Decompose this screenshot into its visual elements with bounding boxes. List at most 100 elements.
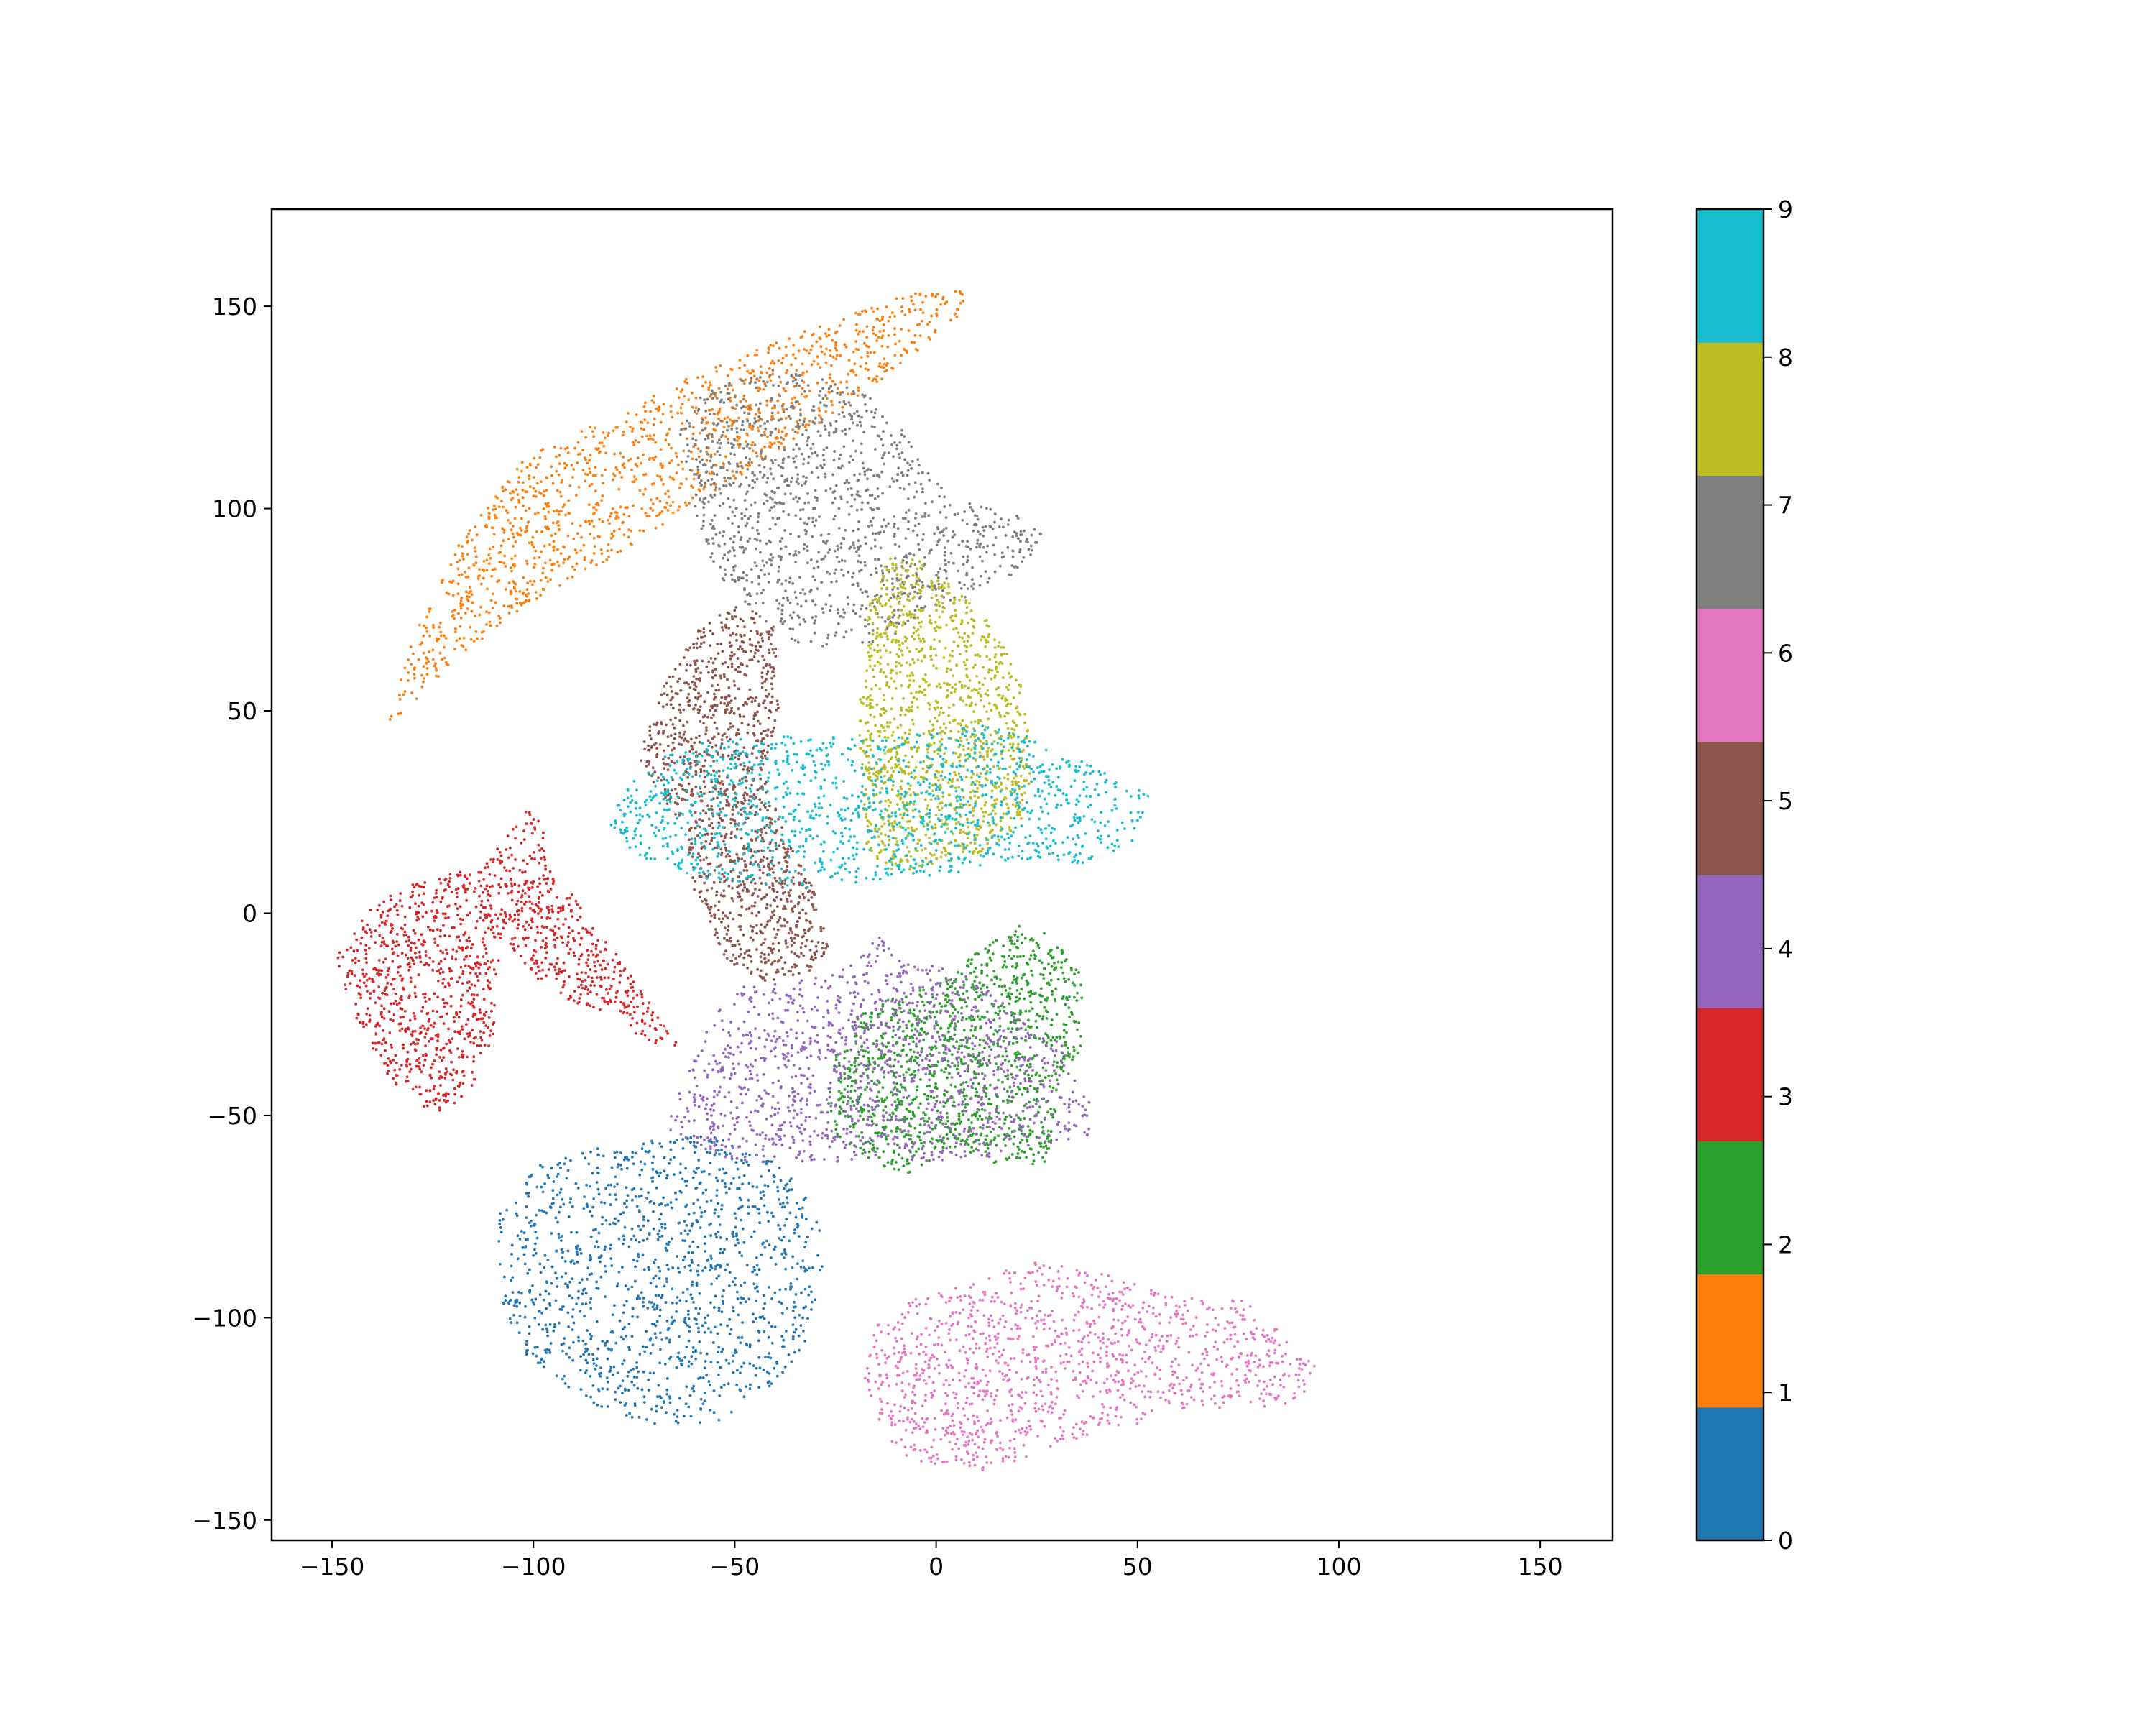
data-point: [720, 1204, 724, 1207]
data-point: [427, 1019, 430, 1023]
data-point: [623, 466, 626, 469]
data-point: [608, 987, 612, 990]
data-point: [442, 1046, 445, 1050]
data-point: [908, 308, 911, 311]
data-point: [444, 637, 448, 640]
data-point: [1013, 1059, 1017, 1062]
data-point: [1032, 1153, 1036, 1156]
data-point: [606, 549, 609, 553]
data-point: [697, 1159, 701, 1162]
data-point: [707, 1139, 711, 1143]
data-point: [690, 484, 693, 487]
data-point: [532, 1301, 535, 1304]
data-point: [709, 1151, 711, 1155]
data-point: [644, 410, 647, 413]
data-point: [717, 1230, 720, 1233]
data-point: [569, 1159, 572, 1162]
data-point: [675, 1310, 678, 1313]
data-point: [908, 1124, 911, 1128]
data-point: [1010, 942, 1013, 945]
data-point: [1008, 939, 1012, 942]
data-point: [695, 1281, 699, 1284]
data-point: [619, 1151, 622, 1154]
data-point: [512, 1304, 516, 1307]
data-point: [413, 1017, 417, 1021]
data-point: [533, 512, 537, 515]
data-point: [546, 502, 550, 505]
data-point: [665, 1336, 668, 1340]
data-point: [783, 1248, 786, 1251]
data-point: [722, 426, 726, 428]
data-point: [440, 581, 443, 584]
data-point: [943, 1038, 946, 1041]
data-point: [942, 1142, 946, 1145]
data-point: [408, 1062, 412, 1066]
data-point: [731, 1230, 734, 1233]
data-point: [392, 1019, 395, 1023]
data-point: [881, 1011, 884, 1013]
data-point: [808, 351, 811, 355]
data-point: [972, 1018, 976, 1021]
data-point: [867, 368, 870, 372]
data-point: [1056, 978, 1060, 981]
data-point: [403, 690, 407, 693]
data-point: [900, 354, 903, 356]
data-point: [540, 1209, 543, 1213]
data-point: [951, 1096, 954, 1100]
data-point: [960, 972, 964, 975]
data-point: [576, 461, 579, 464]
data-point: [700, 1170, 704, 1174]
data-point: [814, 1298, 817, 1302]
data-point: [420, 885, 423, 888]
data-point: [825, 381, 828, 385]
data-point: [550, 1265, 554, 1269]
data-point: [906, 1096, 909, 1100]
data-point: [816, 1254, 819, 1257]
data-point: [584, 1394, 588, 1397]
data-point: [577, 453, 580, 456]
data-point: [686, 1232, 690, 1236]
data-point: [908, 1036, 912, 1039]
data-point: [838, 1064, 841, 1067]
data-point: [471, 538, 474, 542]
data-point: [586, 1002, 589, 1005]
data-point: [769, 362, 773, 365]
data-point: [1049, 949, 1052, 953]
data-point: [566, 1311, 570, 1315]
data-point: [1046, 1110, 1049, 1114]
data-point: [487, 893, 490, 896]
data-point: [850, 392, 854, 396]
data-point: [717, 387, 721, 390]
data-point: [487, 553, 491, 557]
data-point: [490, 1009, 493, 1013]
data-point: [865, 325, 869, 328]
data-point: [652, 1371, 655, 1375]
data-point: [566, 557, 570, 561]
data-point: [702, 1169, 706, 1173]
data-point: [651, 438, 655, 441]
data-point: [392, 1002, 396, 1006]
data-point: [579, 524, 582, 528]
data-point: [687, 1251, 691, 1254]
data-point: [606, 1387, 609, 1391]
data-point: [872, 310, 875, 313]
data-point: [739, 1301, 742, 1305]
data-point: [652, 395, 655, 397]
data-point: [648, 1300, 651, 1304]
data-point: [470, 1084, 474, 1087]
data-point: [622, 1234, 625, 1238]
data-point: [629, 1024, 632, 1027]
data-point: [802, 380, 806, 384]
data-point: [745, 1152, 748, 1156]
data-point: [544, 576, 548, 579]
data-point: [594, 489, 597, 493]
data-point: [589, 454, 592, 457]
data-point: [687, 1213, 691, 1216]
data-point: [699, 1215, 703, 1218]
data-point: [1062, 1029, 1066, 1032]
data-point: [517, 498, 520, 502]
data-point: [438, 651, 442, 655]
data-point: [805, 370, 808, 373]
data-point: [958, 1133, 961, 1136]
data-point: [360, 936, 364, 939]
